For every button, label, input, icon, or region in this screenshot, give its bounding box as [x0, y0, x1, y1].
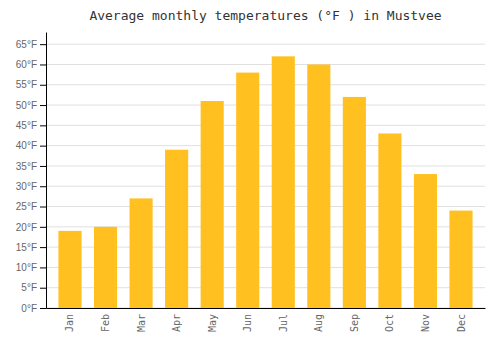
tick-label: 60°F — [16, 59, 37, 70]
plot: 0°F 5°F 10°F 15°F 20°F 25°F 30°F 35°F 40°F 45°F 50… — [16, 33, 486, 333]
tick: 40°F — [16, 140, 46, 151]
tick: 5°F — [21, 282, 46, 293]
bars — [58, 56, 472, 308]
tick-label: 35°F — [16, 161, 37, 172]
grid — [46, 44, 485, 308]
tick: 60°F — [16, 59, 46, 70]
title: Average monthly temperatures (°F ) in Mu… — [89, 8, 441, 23]
tick-label: 50°F — [16, 100, 37, 111]
bar — [94, 227, 117, 308]
bar — [414, 174, 437, 308]
axis-line — [46, 33, 47, 309]
tick-mark — [40, 44, 46, 45]
tick-mark — [40, 267, 46, 268]
bar — [449, 211, 472, 308]
axis-line — [47, 308, 486, 309]
tick-label: Nov — [420, 314, 431, 332]
bar — [165, 150, 188, 308]
grid-line — [46, 84, 485, 85]
tick: Mar — [136, 314, 147, 332]
tick-mark — [40, 288, 46, 289]
tick: 55°F — [16, 79, 46, 90]
bar — [130, 198, 153, 308]
bar — [378, 133, 401, 308]
tick-label: 45°F — [16, 120, 37, 131]
tick-mark — [40, 247, 46, 248]
tick-label: Apr — [171, 314, 182, 332]
bar — [236, 73, 259, 308]
tick: 50°F — [16, 100, 46, 111]
tick: Jan — [64, 314, 75, 332]
tick: 10°F — [16, 262, 46, 273]
bar — [343, 97, 366, 308]
grid-line — [46, 105, 485, 106]
y-axis: 0°F 5°F 10°F 15°F 20°F 25°F 30°F 35°F 40°F 45°F 50… — [16, 33, 47, 314]
tick-label: 25°F — [16, 201, 37, 212]
tick-label: 40°F — [16, 140, 37, 151]
tick-label: 55°F — [16, 79, 37, 90]
tick-mark — [40, 64, 46, 65]
tick-label: Jun — [242, 314, 253, 332]
tick: Feb — [100, 314, 111, 332]
tick: Jul — [278, 314, 289, 332]
tick-label: 10°F — [16, 262, 37, 273]
tick-mark — [40, 186, 46, 187]
tick-mark — [40, 105, 46, 106]
bar — [201, 101, 224, 308]
tick: Jun — [242, 314, 253, 332]
tick-label: 30°F — [16, 181, 37, 192]
tick: 0°F — [21, 303, 46, 314]
tick-label: 20°F — [16, 222, 37, 233]
tick: Oct — [384, 314, 395, 332]
tick-mark — [40, 166, 46, 167]
tick: Nov — [420, 314, 431, 332]
tick: 20°F — [16, 222, 46, 233]
tick-label: Aug — [313, 314, 324, 332]
tick-label: Jul — [278, 314, 289, 332]
tick-label: Sep — [349, 314, 360, 332]
tick: Sep — [349, 314, 360, 332]
tick: Aug — [313, 314, 324, 332]
tick: 15°F — [16, 242, 46, 253]
tick-label: 65°F — [16, 39, 37, 50]
tick-label: Mar — [136, 314, 147, 332]
tick-mark — [40, 125, 46, 126]
tick: Dec — [456, 314, 467, 332]
tick-label: 15°F — [16, 242, 37, 253]
bar — [272, 56, 295, 308]
tick-mark — [40, 308, 46, 309]
bar — [58, 231, 81, 308]
tick: Apr — [171, 314, 182, 332]
tick: 35°F — [16, 161, 46, 172]
x-axis: Jan Feb Mar Apr May Jun Jul Aug Sep Oct Nov Dec — [47, 309, 486, 333]
tick-label: Jan — [64, 314, 75, 332]
tick-label: 5°F — [21, 282, 37, 293]
tick: 25°F — [16, 201, 46, 212]
tick: 30°F — [16, 181, 46, 192]
tick: 65°F — [16, 39, 46, 50]
grid-line — [46, 165, 485, 166]
tick-mark — [40, 227, 46, 228]
tick: May — [207, 314, 218, 332]
bar — [307, 64, 330, 308]
grid-line — [46, 44, 485, 45]
tick: 45°F — [16, 120, 46, 131]
grid-line — [46, 125, 485, 126]
chart: 0°F 5°F 10°F 15°F 20°F 25°F 30°F 35°F 40°F 45°F 50… — [0, 0, 500, 350]
grid-line — [46, 64, 485, 65]
tick-mark — [40, 207, 46, 208]
tick-mark — [40, 85, 46, 86]
tick-label: 0°F — [21, 303, 37, 314]
tick-label: May — [207, 314, 218, 332]
tick-label: Feb — [100, 314, 111, 332]
grid-line — [46, 145, 485, 146]
tick-label: Dec — [456, 314, 467, 332]
tick-label: Oct — [384, 314, 395, 332]
tick-mark — [40, 146, 46, 147]
